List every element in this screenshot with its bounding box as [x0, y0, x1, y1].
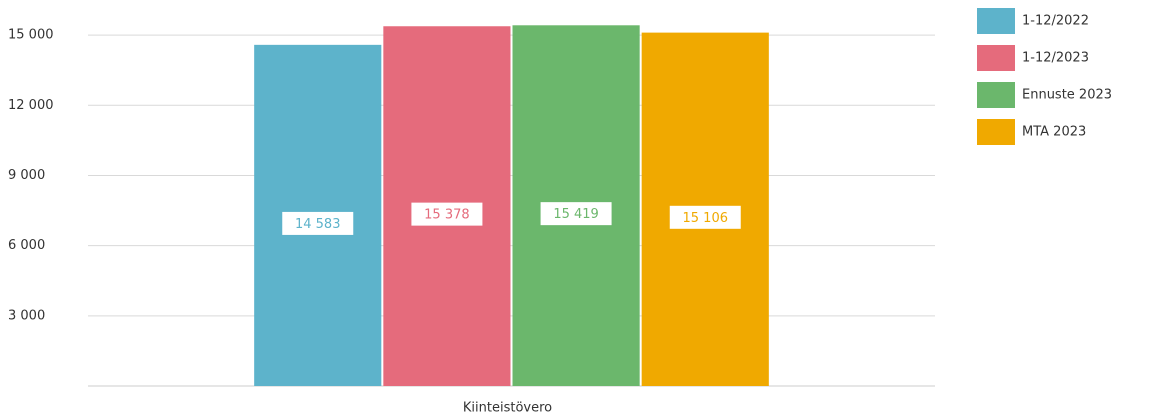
legend-label: 1-12/2023: [1022, 51, 1089, 66]
value-label: 14 583: [295, 217, 341, 232]
y-tick-label: 9 000: [8, 168, 45, 183]
legend-swatch: [977, 8, 1015, 34]
value-label-box: [668, 204, 742, 230]
legend-label: MTA 2023: [1022, 125, 1086, 140]
value-label: 15 419: [553, 207, 599, 222]
value-label: 15 106: [683, 211, 729, 226]
y-tick-label: 6 000: [8, 238, 45, 253]
value-label-box: [281, 210, 355, 236]
legend-swatch: [977, 119, 1015, 145]
x-tick-label: Kiinteistövero: [463, 401, 552, 416]
legend-label: Ennuste 2023: [1022, 88, 1112, 103]
y-tick-label: 12 000: [8, 98, 54, 113]
value-label-box: [410, 201, 484, 227]
legend-swatch: [977, 45, 1015, 71]
value-label: 15 378: [424, 208, 470, 223]
y-tick-label: 3 000: [8, 308, 45, 323]
value-label-box: [539, 201, 613, 227]
legend-swatch: [977, 82, 1015, 108]
y-tick-label: 15 000: [8, 28, 54, 43]
legend-label: 1-12/2022: [1022, 14, 1089, 29]
